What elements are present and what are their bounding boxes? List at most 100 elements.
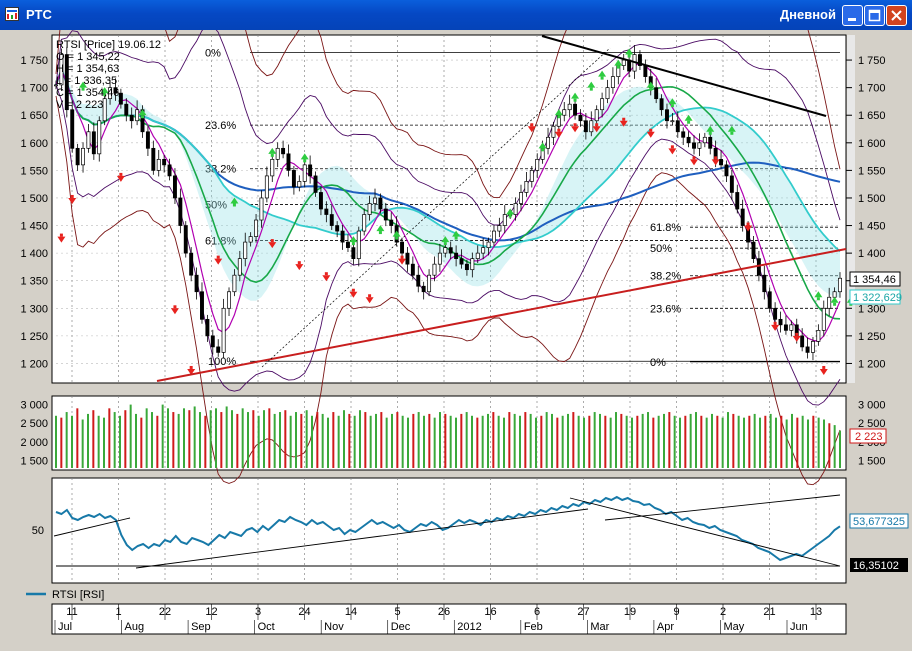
candle-body — [589, 120, 594, 133]
legend-line-4: C = 1 354,46 — [56, 87, 119, 99]
volume-bar — [567, 413, 569, 468]
candle-body — [297, 181, 302, 188]
sell-arrow — [170, 308, 179, 315]
buy-arrow-stem — [600, 76, 604, 80]
rsi-pane[interactable] — [51, 477, 847, 584]
volume-bar — [348, 413, 351, 468]
buy-arrow-stem — [649, 87, 653, 91]
title-bar[interactable]: РТС Дневной — [0, 0, 912, 30]
candle-body — [513, 203, 518, 215]
candle-body — [356, 230, 361, 259]
fib-right-label-1: 50% — [650, 243, 672, 255]
fib-right-label-3: 23.6% — [650, 303, 681, 315]
rsi-trend-4 — [604, 494, 841, 521]
volume-bar — [535, 417, 537, 468]
candle-body — [340, 230, 345, 243]
volume-bar — [780, 415, 783, 468]
volume-bar — [167, 408, 169, 468]
candle-body — [529, 170, 534, 182]
buy-arrow — [268, 147, 277, 154]
buy-arrow — [376, 225, 385, 232]
price-tick-left-5: 1 450 — [20, 221, 48, 233]
candle-body — [59, 54, 64, 86]
candle-body — [270, 159, 275, 177]
candle-body — [54, 84, 58, 87]
sell-arrow-stem — [573, 123, 577, 127]
volume-bar — [97, 415, 100, 468]
candle-body — [519, 192, 523, 204]
price-scrollbar[interactable] — [847, 35, 855, 383]
price-tick-left-7: 1 550 — [20, 165, 48, 177]
price-tick-right-5: 1 450 — [858, 221, 886, 233]
candle-body — [205, 318, 210, 337]
candle-body — [637, 54, 642, 66]
buy-arrow — [646, 81, 655, 88]
volume-bar — [423, 415, 425, 468]
month-label-6: 2012 — [457, 621, 481, 633]
candle-body — [497, 225, 502, 232]
volume-bar — [220, 412, 223, 468]
price-tick-right-9: 1 650 — [858, 110, 886, 122]
buy-arrow — [587, 81, 596, 88]
volume-bar — [364, 412, 367, 468]
buy-arrow-stem — [833, 302, 837, 306]
candle-body — [405, 252, 410, 265]
volume-bar — [529, 413, 532, 468]
sell-arrow-stem — [189, 365, 193, 369]
candle-body — [486, 241, 491, 248]
volume-bar — [321, 413, 324, 468]
volume-bar — [273, 413, 276, 468]
price-tick-left-6: 1 500 — [20, 193, 48, 205]
volume-bar — [327, 417, 329, 468]
fib-left-label-3: 50% — [205, 200, 227, 212]
candle-body — [194, 274, 199, 293]
price-tick-left-3: 1 350 — [20, 276, 48, 288]
close-button[interactable] — [886, 5, 907, 26]
candle-body — [454, 252, 459, 259]
sell-arrow — [398, 258, 407, 265]
fibonacci-levels: 0%23.6%38.2%50%61.8%100%61.8%50%38.2%23.… — [205, 47, 840, 369]
candle-body — [281, 147, 286, 155]
volume-bar — [215, 408, 217, 468]
buy-arrow-stem — [443, 242, 447, 246]
fib-right-label-4: 0% — [650, 357, 666, 369]
candle-body — [118, 92, 123, 105]
volume-pane[interactable] — [51, 395, 847, 471]
ma-value-label: 1 322,629 — [853, 292, 902, 304]
sell-arrow — [57, 236, 66, 243]
period-label: Дневной — [779, 7, 836, 22]
candle-body — [481, 247, 486, 254]
minimize-button[interactable] — [842, 5, 863, 26]
volume-bar — [631, 417, 633, 468]
date-axis — [51, 603, 847, 635]
candle-body — [610, 76, 615, 88]
volume-bar — [369, 415, 372, 468]
sell-arrow-stem — [270, 239, 274, 243]
candle-body — [178, 197, 183, 226]
candle-body — [783, 324, 788, 331]
volume-bar — [604, 415, 607, 468]
rsi-extra-tag — [850, 558, 908, 572]
candle-body — [692, 142, 696, 149]
volume-bar — [711, 413, 713, 468]
signal-arrows — [57, 48, 855, 375]
sell-arrow-stem — [173, 305, 177, 309]
maximize-button[interactable] — [864, 5, 885, 26]
volume-bar — [700, 415, 703, 468]
volume-bar — [481, 415, 484, 468]
buy-arrow — [554, 109, 563, 116]
sell-arrow-stem — [622, 117, 626, 121]
volume-bar — [332, 412, 335, 468]
volume-bar — [87, 413, 89, 468]
volume-bar — [625, 415, 628, 468]
volume-bar — [407, 417, 409, 468]
volume-bar — [55, 415, 57, 468]
candle-body — [800, 335, 805, 348]
candle-body — [789, 324, 794, 331]
volume-bar — [337, 415, 340, 468]
buy-arrow — [79, 81, 88, 88]
volume-bar — [721, 417, 724, 468]
rsi-tick-0: 50 — [32, 525, 44, 537]
volume-tick-right-2: 2 500 — [858, 418, 886, 430]
sell-arrow-stem — [59, 233, 63, 237]
